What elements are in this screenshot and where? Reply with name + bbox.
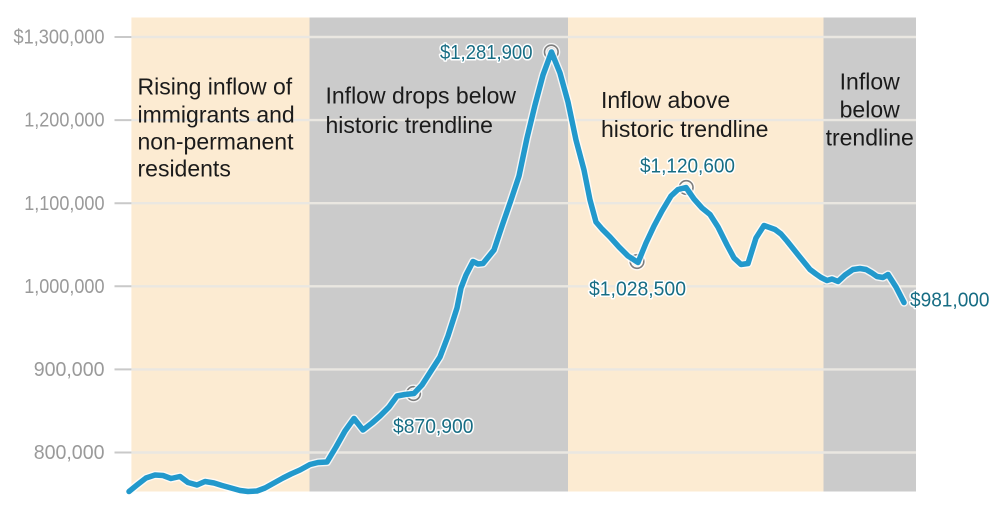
- svg-text:historic trendline: historic trendline: [601, 116, 768, 142]
- svg-text:residents: residents: [138, 156, 231, 182]
- svg-text:Rising inflow of: Rising inflow of: [138, 74, 293, 100]
- svg-text:$1,281,900: $1,281,900: [440, 42, 533, 64]
- svg-text:$1,300,000: $1,300,000: [14, 27, 105, 49]
- svg-text:1,200,000: 1,200,000: [24, 110, 104, 132]
- svg-text:Inflow drops below: Inflow drops below: [326, 83, 517, 109]
- svg-text:$1,028,500: $1,028,500: [589, 279, 686, 301]
- svg-text:800,000: 800,000: [34, 442, 105, 464]
- svg-text:Inflow above: Inflow above: [601, 87, 730, 113]
- svg-text:1,000,000: 1,000,000: [24, 276, 104, 298]
- svg-text:historic trendline: historic trendline: [326, 112, 493, 138]
- svg-text:$981,000: $981,000: [910, 290, 990, 312]
- svg-text:1,100,000: 1,100,000: [24, 193, 104, 215]
- svg-text:below: below: [840, 97, 900, 123]
- svg-text:$1,120,600: $1,120,600: [640, 156, 735, 178]
- svg-text:immigrants and: immigrants and: [138, 102, 295, 128]
- svg-text:trendline: trendline: [826, 125, 914, 151]
- svg-text:Inflow: Inflow: [840, 69, 900, 95]
- svg-text:non-permanent: non-permanent: [138, 129, 295, 155]
- svg-text:$870,900: $870,900: [393, 416, 474, 438]
- svg-text:900,000: 900,000: [34, 359, 105, 381]
